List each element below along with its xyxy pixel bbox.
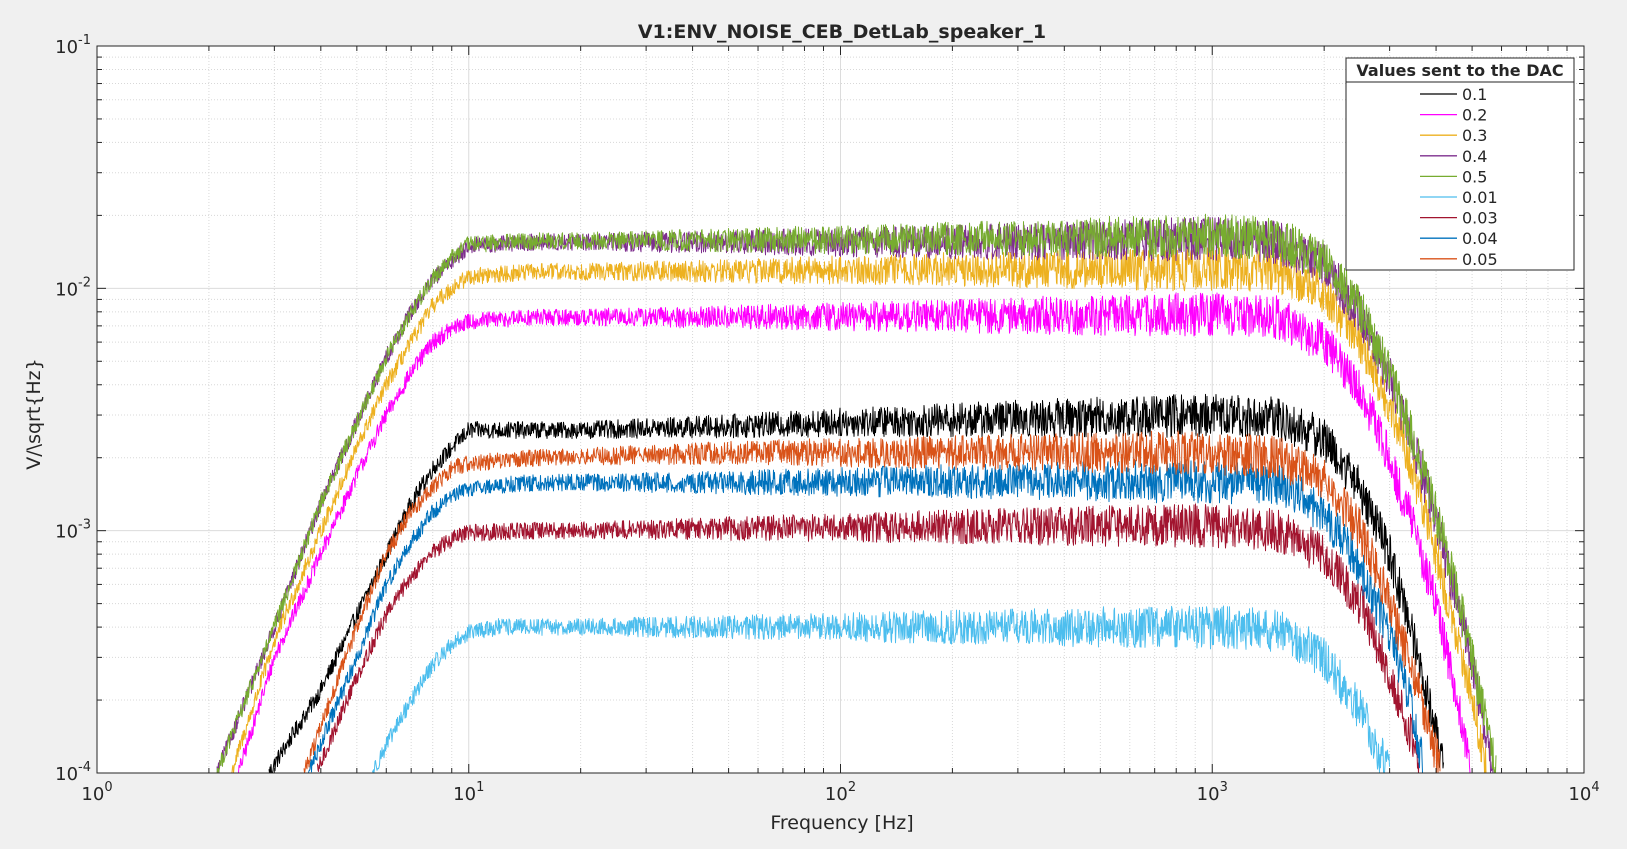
legend: Values sent to the DAC 0.10.20.30.40.50.… <box>1345 57 1575 271</box>
series-line-0_05 <box>303 430 1441 774</box>
axis-ticks <box>96 45 1585 774</box>
series-layer <box>216 213 1497 774</box>
x-tick-label: 101 <box>453 780 484 805</box>
x-tick-label: 100 <box>81 780 112 805</box>
series-line-0_1 <box>268 393 1444 774</box>
x-tick-label: 102 <box>825 780 856 805</box>
y-tick-label: 10-1 <box>55 33 91 58</box>
legend-label: 0.5 <box>1462 167 1487 186</box>
legend-title: Values sent to the DAC <box>1356 61 1563 80</box>
x-tick-labels: 100 101 102 103 104 <box>81 780 1599 805</box>
legend-items: 0.1 0.20.3 0.40.5 0.01 0.030.04 0.05 <box>1420 85 1498 269</box>
y-axis-label: V/\sqrt{Hz} <box>23 358 45 469</box>
x-axis-label: Frequency [Hz] <box>770 812 913 834</box>
legend-box <box>1345 57 1575 271</box>
legend-label: 0.03 <box>1462 209 1498 228</box>
legend-label: 0.01 <box>1462 188 1498 207</box>
series-line-0_01 <box>372 605 1390 774</box>
series-line-0_5 <box>216 213 1497 774</box>
series-line-0_03 <box>317 503 1420 774</box>
y-tick-label: 10-2 <box>55 275 91 300</box>
x-tick-label: 103 <box>1197 780 1228 805</box>
legend-label: 0.2 <box>1462 106 1487 125</box>
legend-label: 0.04 <box>1462 229 1498 248</box>
series-line-0_2 <box>238 292 1472 774</box>
legend-label: 0.1 <box>1462 85 1487 104</box>
chart-title: V1:ENV_NOISE_CEB_DetLab_speaker_1 <box>638 21 1046 43</box>
series-line-0_04 <box>308 459 1423 774</box>
legend-label: 0.05 <box>1462 250 1498 269</box>
y-tick-label: 10-3 <box>55 518 91 543</box>
x-tick-label: 104 <box>1568 780 1599 805</box>
legend-label: 0.4 <box>1462 147 1487 166</box>
y-tick-label: 10-4 <box>55 760 91 785</box>
legend-label: 0.3 <box>1462 126 1487 145</box>
y-tick-labels: 10-4 10-3 10-2 10-1 <box>55 33 91 785</box>
series-line-0_3 <box>231 246 1487 774</box>
